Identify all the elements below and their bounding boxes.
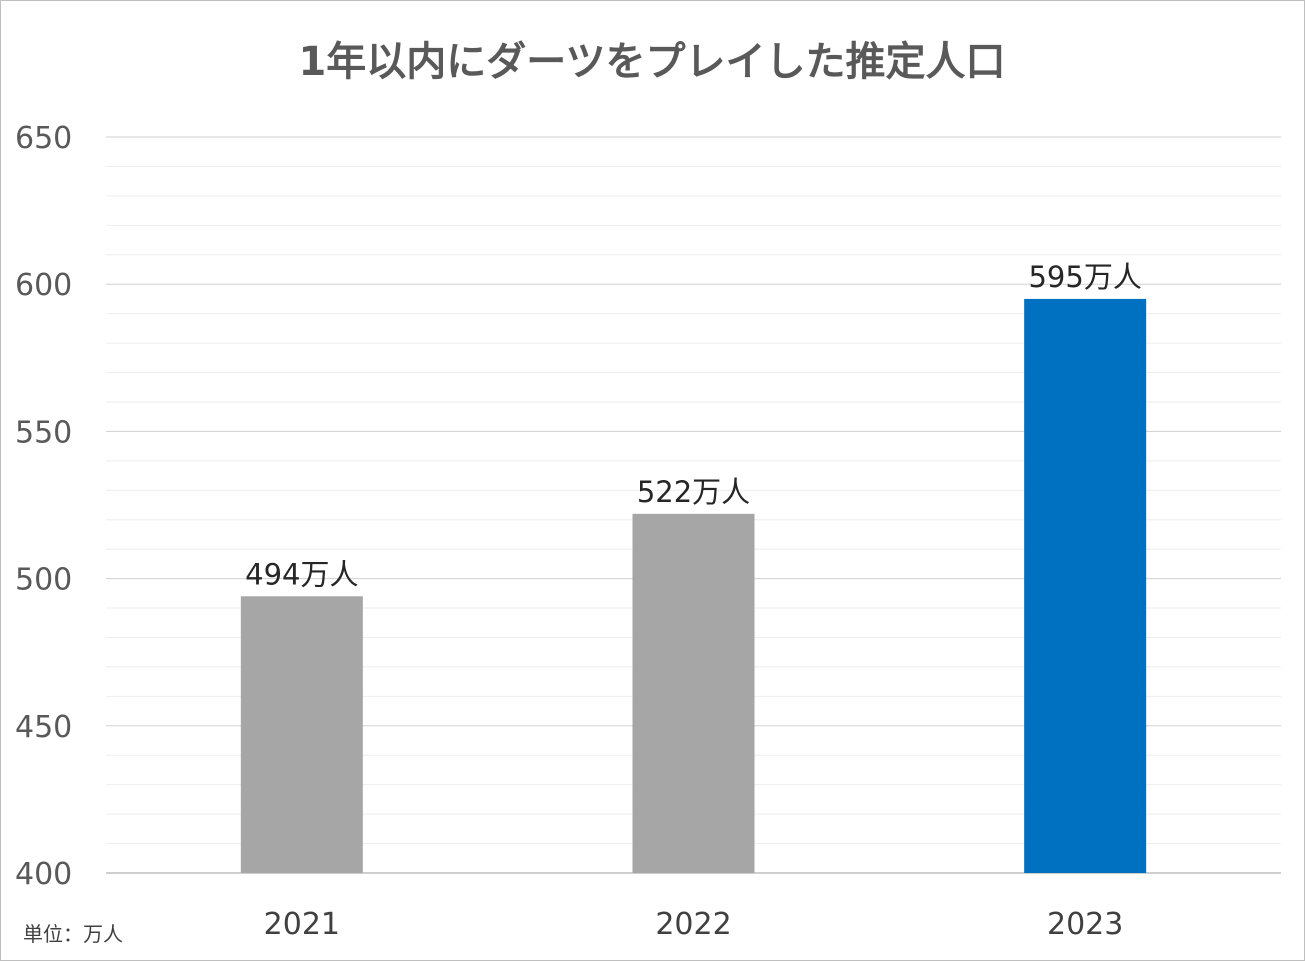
x-tick-label-2021: 2021 bbox=[264, 907, 340, 942]
data-label-2023: 595万人 bbox=[1028, 260, 1141, 294]
y-tick-label: 650 bbox=[15, 121, 72, 156]
bar-2021 bbox=[240, 596, 363, 873]
unit-note: 単位：万人 bbox=[23, 922, 123, 946]
y-tick-label: 500 bbox=[15, 563, 72, 598]
bar-2023 bbox=[1024, 298, 1147, 873]
y-tick-label: 550 bbox=[15, 415, 72, 450]
x-tick-label-2023: 2023 bbox=[1047, 907, 1123, 942]
data-labels: 494万人 522万人 595万人 bbox=[245, 260, 1142, 591]
x-tick-label-2022: 2022 bbox=[655, 907, 731, 942]
y-axis-ticks: 400 450 500 550 600 650 bbox=[15, 121, 72, 892]
x-axis-ticks: 2021 2022 2023 bbox=[264, 907, 1124, 942]
data-label-2022: 522万人 bbox=[637, 475, 750, 509]
data-label-2021: 494万人 bbox=[245, 557, 358, 591]
y-tick-label: 400 bbox=[15, 857, 72, 892]
y-tick-label: 600 bbox=[15, 268, 72, 303]
chart-title: 1年以内にダーツをプレイした推定人口 bbox=[298, 39, 1005, 85]
y-tick-label: 450 bbox=[15, 710, 72, 745]
bars bbox=[240, 298, 1147, 873]
bar-2022 bbox=[632, 513, 755, 873]
